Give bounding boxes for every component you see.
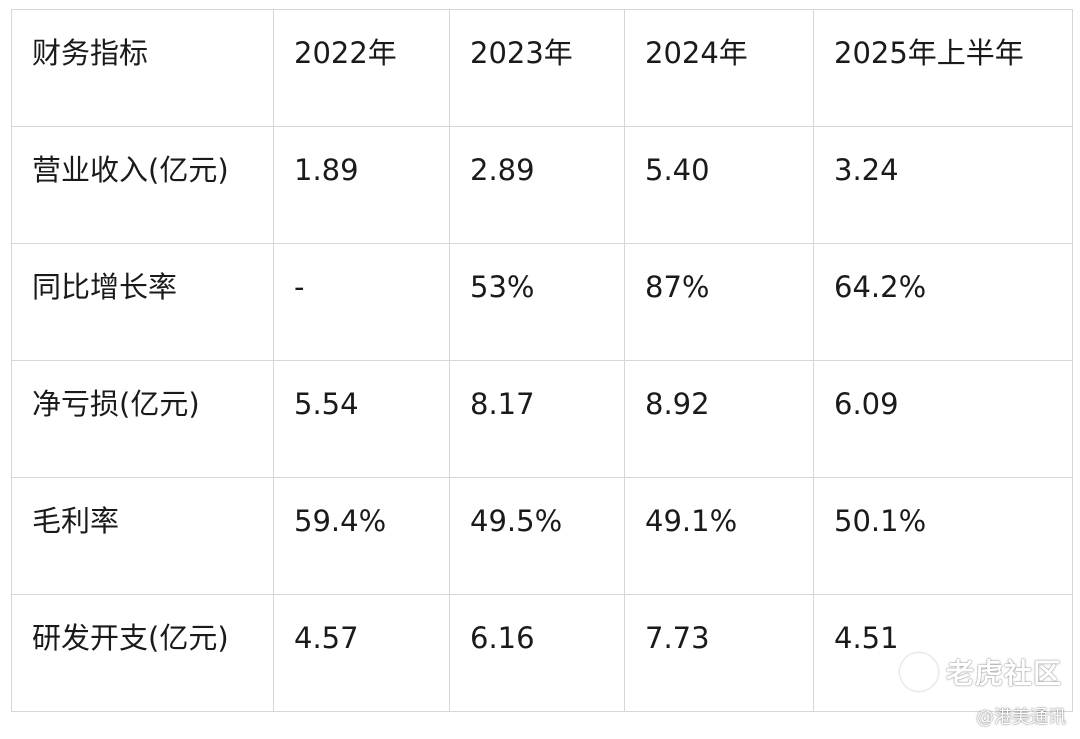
table-cell: 8.92 [624,360,814,478]
row-label-cell: 净亏损(亿元) [11,360,274,478]
table-row: 同比增长率 - 53% 87% 64.2% [11,243,1073,361]
row-label-cell: 同比增长率 [11,243,274,361]
header-cell: 2022年 [273,9,450,127]
table-cell: 1.89 [273,126,450,244]
table-cell: 49.1% [624,477,814,595]
header-cell: 2025年上半年 [813,9,1073,127]
table-row: 毛利率 59.4% 49.5% 49.1% 50.1% [11,477,1073,595]
row-label-cell: 营业收入(亿元) [11,126,274,244]
watermark: 老虎社区 [899,652,1062,692]
table-cell: 6.09 [813,360,1073,478]
table-cell: 53% [449,243,625,361]
table-cell: 6.16 [449,594,625,712]
header-cell: 2023年 [449,9,625,127]
row-label-cell: 研发开支(亿元) [11,594,274,712]
table-cell: 59.4% [273,477,450,595]
table-cell: 50.1% [813,477,1073,595]
table-cell: 3.24 [813,126,1073,244]
watermark-source: @港美通讯 [976,707,1066,728]
table-cell: 87% [624,243,814,361]
table-row: 营业收入(亿元) 1.89 2.89 5.40 3.24 [11,126,1073,244]
table-cell: - [273,243,450,361]
financial-table: 财务指标 2022年 2023年 2024年 2025年上半年 营业收入(亿元)… [11,9,1073,712]
table-row: 净亏损(亿元) 5.54 8.17 8.92 6.09 [11,360,1073,478]
table-header-row: 财务指标 2022年 2023年 2024年 2025年上半年 [11,9,1073,127]
tiger-logo-icon [899,653,938,691]
table-cell: 49.5% [449,477,625,595]
table-cell: 8.17 [449,360,625,478]
table-cell: 4.51 [813,594,1073,712]
table-cell: 2.89 [449,126,625,244]
table-cell: 5.40 [624,126,814,244]
table-cell: 7.73 [624,594,814,712]
table-cell: 4.57 [273,594,450,712]
header-cell: 2024年 [624,9,814,127]
table-row: 研发开支(亿元) 4.57 6.16 7.73 4.51 [11,594,1073,712]
table-cell: 5.54 [273,360,450,478]
row-label-cell: 毛利率 [11,477,274,595]
header-cell: 财务指标 [11,9,274,127]
watermark-brand: 老虎社区 [945,657,1062,690]
table-cell: 64.2% [813,243,1073,361]
